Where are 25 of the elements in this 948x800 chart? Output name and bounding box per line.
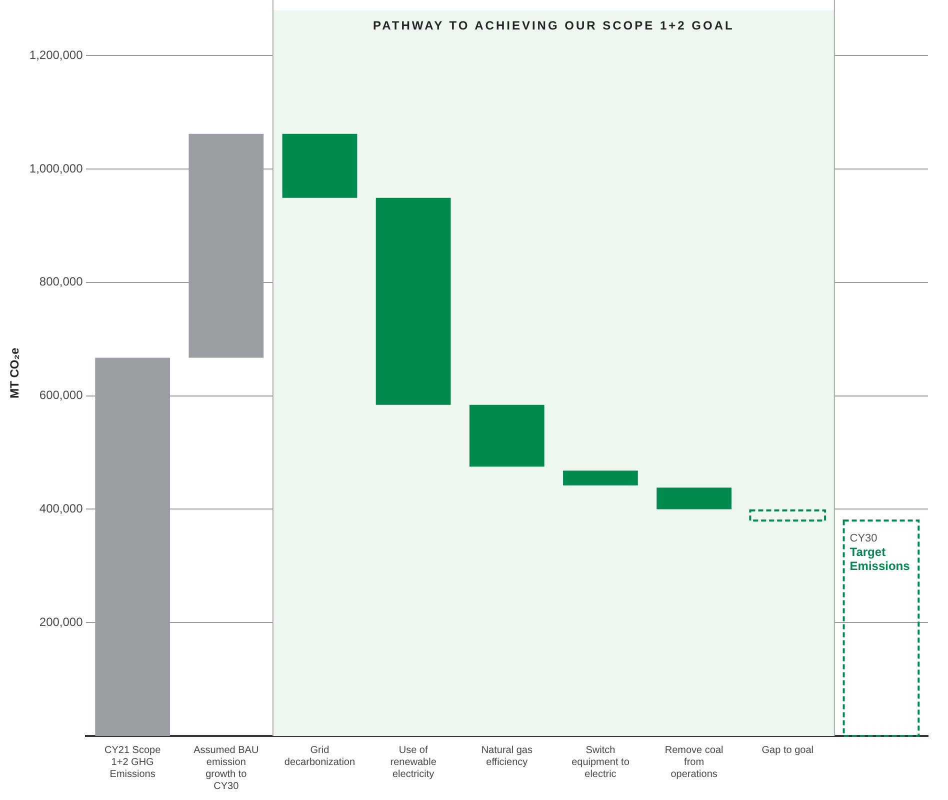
bar: [656, 488, 732, 510]
bar: [282, 134, 358, 198]
annotation: Target Emissions: [850, 544, 910, 573]
x-tick-label: Switch equipment to electric: [572, 744, 630, 780]
x-tick-label: Remove coal from operations: [664, 744, 724, 780]
y-tick-label: 200,000: [39, 614, 84, 629]
bar: [563, 470, 638, 486]
band-label: PATHWAY TO ACHIEVING OUR SCOPE 1+2 GOAL: [373, 18, 734, 33]
y-tick-label: 800,000: [39, 274, 84, 289]
y-tick-label: 1,200,000: [29, 48, 84, 62]
bar: [469, 404, 544, 467]
bar: [749, 509, 826, 522]
x-tick-label: Gap to goal: [762, 744, 814, 756]
annotation: CY30: [850, 532, 878, 545]
bar: [842, 520, 920, 737]
bar: [376, 198, 451, 405]
x-tick-label: Natural gas efficiency: [481, 744, 532, 768]
x-tick-label: Assumed BAU emission growth to CY30: [194, 744, 259, 792]
x-tick-label: Grid decarbonization: [284, 744, 356, 768]
y-tick-label: 600,000: [39, 388, 84, 402]
x-tick-label: Use of renewable electricity: [390, 744, 437, 780]
y-axis-title: MT CO₂e: [8, 347, 22, 398]
y-tick-label: 400,000: [39, 502, 84, 516]
y-tick-label: 1,000,000: [29, 161, 84, 176]
x-tick-label: CY21 Scope 1+2 GHG Emissions: [104, 744, 162, 780]
